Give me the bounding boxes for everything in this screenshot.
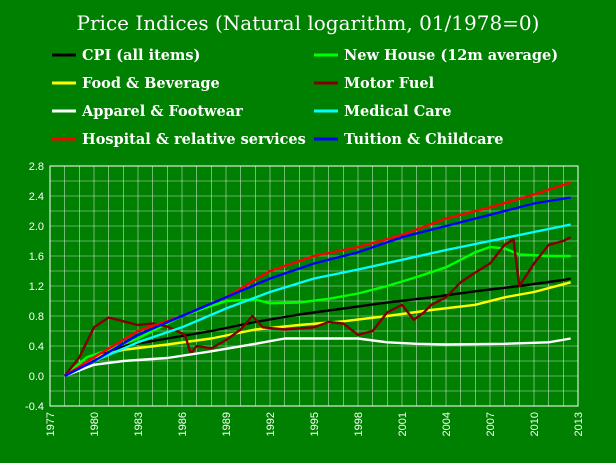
y-tick-label: 2.4 (29, 191, 44, 203)
series-line-5 (64, 223, 571, 378)
x-tick-label: 1986 (177, 412, 189, 436)
legend-label: Apparel & Footwear (81, 103, 243, 120)
y-tick-label: 1.2 (29, 281, 44, 293)
series-line-2 (64, 281, 572, 378)
series-line-3 (63, 236, 572, 377)
legend-label: New House (12m average) (344, 47, 558, 64)
x-tick-label: 1977 (45, 412, 57, 436)
x-tick-label: 1992 (265, 412, 277, 436)
y-tick-label: 2.8 (29, 161, 44, 173)
x-tick-label: 2004 (441, 412, 453, 436)
legend-item: Tuition & Childcare (314, 131, 503, 148)
legend-label: CPI (all items) (82, 47, 200, 64)
x-tick-label: 1995 (309, 412, 321, 436)
series-line-6 (64, 181, 572, 378)
legend-label: Hospital & relative services (82, 131, 306, 148)
y-tick-label: 0.0 (29, 371, 44, 383)
legend-label: Tuition & Childcare (344, 131, 503, 148)
legend-item: Motor Fuel (314, 75, 435, 92)
legend: CPI (all items) New House (12m average) Fo… (52, 47, 558, 148)
y-tick-label: 2.0 (29, 221, 44, 233)
legend-label: Motor Fuel (344, 75, 435, 92)
plot-area: -0.4 0.0 0.4 0.8 1.2 1.6 2.0 2.4 2.8 1977 1980 1983… (25, 161, 585, 436)
x-tick-label: 2013 (573, 412, 585, 436)
legend-item: Medical Care (314, 103, 452, 120)
chart-title: Price Indices (Natural logarithm, 01/197… (77, 11, 540, 35)
x-tick-label: 1998 (353, 412, 365, 436)
legend-label: Food & Beverage (82, 75, 220, 92)
legend-item: Food & Beverage (52, 75, 220, 92)
legend-label: Medical Care (344, 103, 452, 120)
legend-item: CPI (all items) (52, 47, 200, 64)
series-line-7 (64, 196, 571, 378)
series-line-4 (64, 337, 571, 378)
y-tick-label: -0.4 (25, 401, 44, 413)
legend-item: Hospital & relative services (52, 131, 306, 148)
y-tick-label: 1.6 (29, 251, 44, 263)
x-tick-label: 1983 (133, 412, 145, 436)
series-line-0 (64, 277, 571, 378)
x-tick-label: 1980 (89, 412, 101, 436)
legend-item: Apparel & Footwear (52, 103, 243, 120)
legend-item: New House (12m average) (314, 47, 558, 64)
y-tick-label: 0.8 (29, 311, 44, 323)
y-tick-label: 0.4 (29, 341, 44, 353)
x-tick-label: 2001 (397, 412, 409, 436)
x-tick-label: 1989 (221, 412, 233, 436)
x-tick-label: 2007 (485, 412, 497, 436)
x-tick-label: 2010 (529, 412, 541, 436)
